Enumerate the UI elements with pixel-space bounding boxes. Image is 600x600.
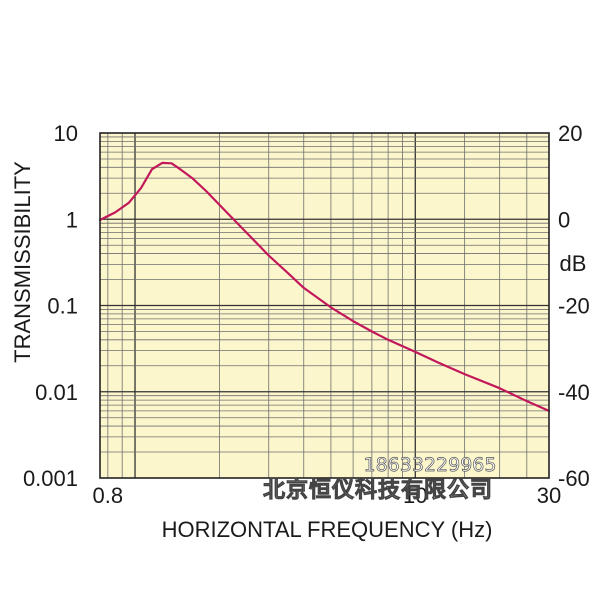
y2-tick-label: -60 — [558, 466, 590, 491]
y-tick-label: 0.001 — [23, 466, 78, 491]
grid — [100, 133, 549, 478]
y2-tick-label: 20 — [558, 121, 582, 146]
plot-frame — [99, 132, 550, 479]
y-tick-label: 0.1 — [47, 294, 78, 319]
y2-axis-title: dB — [560, 251, 587, 276]
y2-tick-labels: 20 0 -20 -40 -60 — [558, 121, 590, 491]
x-axis-title: HORIZONTAL FREQUENCY (Hz) — [162, 517, 493, 542]
watermark-company: 北京恒仪科技有限公司 — [263, 477, 493, 503]
x-tick-label: 0.8 — [93, 483, 124, 508]
y-tick-label: 1 — [66, 207, 78, 232]
y2-tick-label: -40 — [558, 380, 590, 405]
x-tick-labels: 0.8 10 30 — [93, 483, 562, 508]
y-tick-labels: 10 1 0.1 0.01 0.001 — [23, 121, 78, 491]
x-tick-label: 30 — [537, 483, 561, 508]
y2-tick-label: 0 — [558, 207, 570, 232]
y-tick-label: 10 — [54, 121, 78, 146]
x-tick-label: 10 — [403, 483, 427, 508]
y-axis-title: TRANSMISSIBILITY — [10, 161, 35, 363]
y2-tick-label: -20 — [558, 294, 590, 319]
watermark-phone: 18633229965 — [364, 454, 497, 476]
transmissibility-curve — [98, 161, 551, 412]
y-tick-label: 0.01 — [35, 380, 78, 405]
